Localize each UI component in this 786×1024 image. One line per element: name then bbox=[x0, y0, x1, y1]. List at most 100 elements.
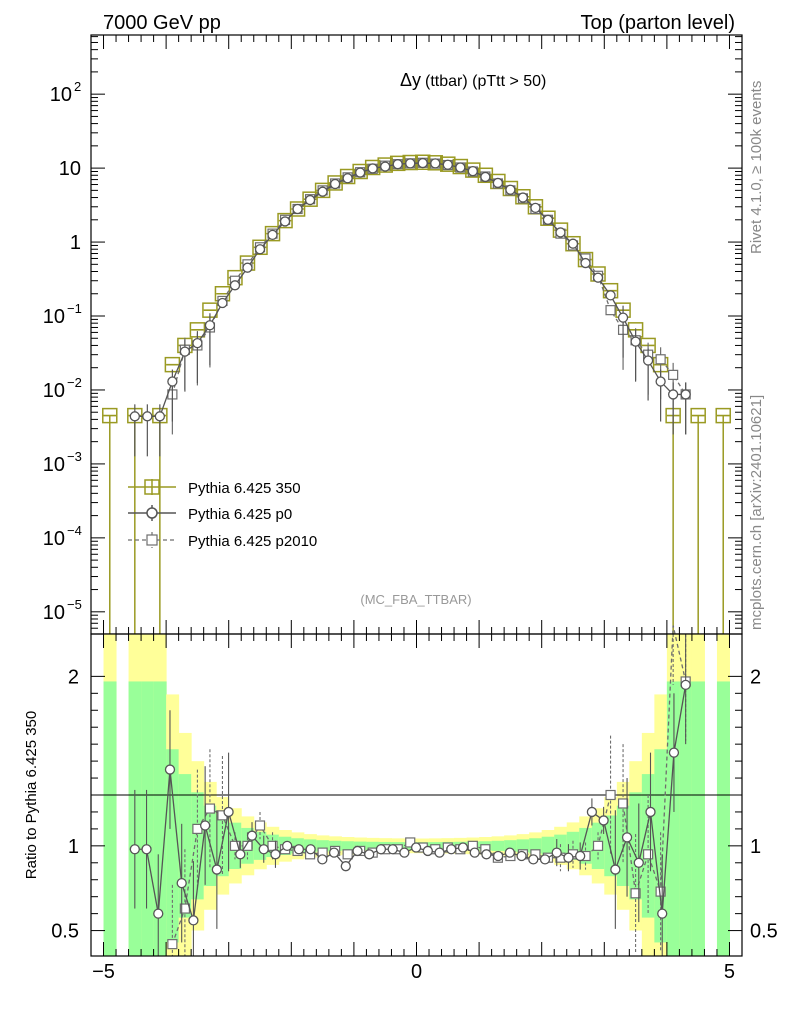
ratio-p0-marker bbox=[258, 844, 269, 855]
series-p0-marker bbox=[555, 227, 566, 238]
series-p0-marker bbox=[129, 411, 140, 422]
series-p0-marker bbox=[630, 336, 641, 347]
ratio-p0-marker bbox=[657, 908, 668, 919]
ratio-p0-marker bbox=[176, 877, 187, 889]
ratio-y-tick-label: 2 bbox=[68, 666, 79, 688]
legend-label-p2010: Pythia 6.425 p2010 bbox=[188, 533, 317, 550]
series-p0-marker bbox=[217, 297, 228, 309]
ratio-p2010-line bbox=[171, 625, 687, 945]
y-tick-exponent: −2 bbox=[67, 375, 82, 390]
ratio-y-tick-label: 0.5 bbox=[51, 921, 79, 943]
ratio-p0-marker bbox=[317, 854, 328, 865]
analysis-label: (MC_FBA_TTBAR) bbox=[360, 592, 471, 607]
ratio-p0-marker bbox=[598, 815, 609, 826]
ratio-p0-marker bbox=[586, 806, 598, 818]
ratio-p0-marker bbox=[633, 857, 644, 868]
ratio-p2010-marker bbox=[342, 849, 353, 860]
x-axis-labels: −5 0 5 bbox=[92, 961, 735, 983]
y-tick-exponent: −1 bbox=[67, 301, 82, 316]
ratio-p0-marker bbox=[270, 849, 281, 860]
series-p2010-line bbox=[171, 162, 687, 395]
ratio-p2010-marker bbox=[630, 888, 641, 899]
series-p0-marker bbox=[667, 389, 679, 400]
band-green bbox=[341, 841, 355, 851]
ratio-p0-marker bbox=[610, 864, 621, 875]
ratio-p0-marker bbox=[575, 850, 586, 862]
series-p0-marker bbox=[342, 173, 353, 184]
series-p0-marker bbox=[505, 184, 516, 195]
y-tick-label: 10 bbox=[43, 380, 65, 402]
y-tick-label: 10 bbox=[43, 602, 65, 624]
series-p0-marker bbox=[405, 158, 416, 169]
band-green bbox=[491, 840, 505, 851]
series-p0-marker bbox=[417, 157, 428, 169]
ratio-p0-marker bbox=[399, 847, 410, 858]
series-p0-marker bbox=[480, 171, 491, 183]
legend: Pythia 6.425 350 Pythia 6.425 p0 Pythia … bbox=[128, 479, 317, 550]
x-tick-label: 0 bbox=[411, 961, 422, 983]
y-tick-exponent: −3 bbox=[67, 449, 82, 464]
series-350-marker bbox=[415, 154, 431, 171]
ratio-p0-marker bbox=[469, 847, 480, 858]
ratio-y-tick-label-right: 0.5 bbox=[750, 921, 778, 943]
series-p0-marker bbox=[142, 411, 153, 422]
series-350-marker bbox=[502, 180, 519, 197]
series-350-marker bbox=[690, 407, 706, 424]
ratio-p0-marker bbox=[211, 864, 223, 875]
ratio-p0-marker bbox=[352, 845, 363, 857]
series-p0-marker bbox=[617, 312, 629, 323]
ratio-p0-marker bbox=[434, 847, 445, 858]
band-green bbox=[679, 681, 693, 956]
band-green bbox=[103, 681, 117, 956]
ratio-p0-marker bbox=[387, 844, 398, 855]
ratio-p0-marker bbox=[457, 842, 469, 853]
series-p0-marker bbox=[279, 216, 291, 227]
series-p0-marker bbox=[192, 337, 203, 349]
band-green bbox=[141, 681, 155, 956]
ratio-p0-marker bbox=[375, 844, 387, 855]
band-green bbox=[504, 840, 518, 852]
ratio-p0-marker bbox=[551, 847, 562, 858]
series-p0-marker bbox=[292, 203, 303, 215]
y-tick-label: 10 bbox=[43, 306, 65, 328]
series-p0-marker bbox=[430, 158, 441, 169]
legend-marker-p0 bbox=[146, 507, 158, 519]
ratio-p2010-marker bbox=[204, 803, 216, 814]
series-350-marker bbox=[339, 168, 356, 185]
series-p0-marker bbox=[455, 162, 466, 173]
series-p0-marker bbox=[242, 262, 253, 273]
series-350-marker bbox=[515, 188, 531, 205]
series-p0-marker bbox=[154, 411, 166, 422]
y-tick-label: 10 bbox=[59, 158, 81, 180]
ratio-p0-marker bbox=[410, 842, 422, 853]
ratio-y-tick-label-right: 2 bbox=[750, 666, 761, 688]
series-p0-marker bbox=[317, 186, 328, 197]
band-green bbox=[366, 841, 380, 850]
series-350-marker bbox=[352, 163, 368, 180]
series-p0-marker bbox=[605, 290, 616, 301]
series-p0-marker bbox=[267, 229, 278, 241]
series-p0-marker bbox=[492, 177, 504, 189]
ratio-p2010-marker bbox=[254, 820, 266, 831]
header-left: 7000 GeV pp bbox=[103, 12, 221, 34]
rivet-label: Rivet 4.1.0, ≥ 100k events bbox=[748, 81, 765, 254]
series-350-marker bbox=[102, 407, 118, 424]
legend-label-p0: Pythia 6.425 p0 bbox=[188, 506, 292, 523]
series-350-marker bbox=[402, 154, 418, 171]
ratio-p2010-marker bbox=[405, 837, 416, 848]
header-right: Top (parton level) bbox=[580, 12, 735, 34]
series-p0-marker bbox=[442, 159, 453, 170]
series-p2010-marker bbox=[668, 369, 679, 380]
ratio-p0-marker bbox=[141, 844, 152, 855]
ratio-p0-marker bbox=[422, 845, 433, 857]
ratio-p0-marker bbox=[235, 849, 246, 860]
series-350-marker bbox=[302, 191, 318, 207]
band-green bbox=[691, 681, 705, 956]
ratio-p0-marker bbox=[129, 844, 140, 855]
series-350-marker bbox=[289, 201, 306, 217]
series-p0-marker bbox=[542, 214, 554, 225]
series-p0-marker bbox=[167, 376, 178, 387]
y-tick-label: 10 bbox=[43, 528, 65, 550]
ratio-p0-marker bbox=[164, 764, 176, 775]
